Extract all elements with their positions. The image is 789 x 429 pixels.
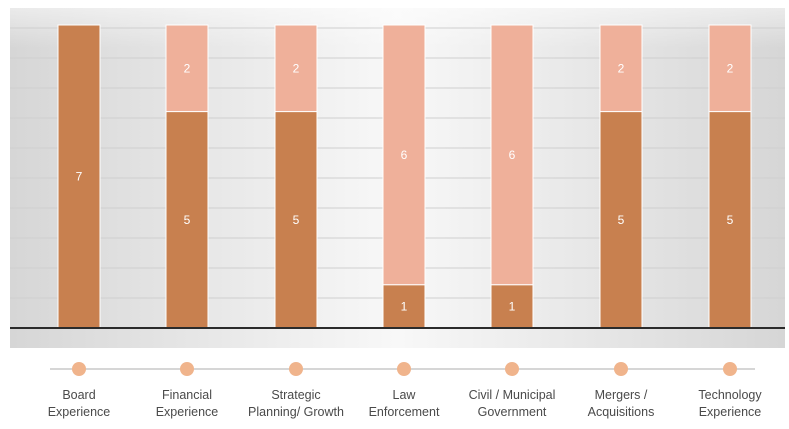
data-label: 5 [618,213,625,227]
x-tick-label: Financial [162,388,212,402]
x-tick-label: Technology [698,388,762,402]
bar-segment [274,111,318,329]
category-marker [723,362,737,376]
x-tick-label: Experience [156,405,219,419]
data-label: 6 [401,148,408,162]
data-label: 2 [293,61,300,75]
bar-segment [382,284,426,329]
x-tick-label: Experience [48,405,111,419]
bar-segment [599,24,643,113]
bar-segment [490,284,534,329]
data-label: 7 [76,170,83,184]
category-marker [72,362,86,376]
data-label: 2 [184,61,191,75]
x-tick-label: Planning/ Growth [248,405,344,419]
data-label: 2 [618,61,625,75]
data-label: 5 [184,213,191,227]
bar-segment [165,24,209,113]
bar-segment [274,24,318,113]
category-marker [180,362,194,376]
data-label: 1 [509,299,516,313]
category-marker [505,362,519,376]
x-tick-label: Enforcement [369,405,440,419]
x-tick-label: Acquisitions [588,405,655,419]
category-marker [289,362,303,376]
category-marker [614,362,628,376]
bars: 7 5 2 5 2 1 6 1 6 5 2 5 2 [57,24,752,329]
x-tick-label: Law [393,388,417,402]
x-tick-label: Government [478,405,547,419]
bar-segment [599,111,643,329]
data-label: 5 [727,213,734,227]
bar-segment [490,24,534,286]
category-labels: Board Experience Financial Experience Strate… [48,362,762,419]
data-label: 2 [727,61,734,75]
data-label: 6 [509,148,516,162]
x-tick-label: Civil / Municipal [469,388,556,402]
category-marker [397,362,411,376]
bar-segment [708,24,752,113]
data-label: 1 [401,299,408,313]
bar-segment [382,24,426,286]
x-tick-label: Mergers / [595,388,648,402]
x-tick-label: Experience [699,405,762,419]
x-tick-label: Board [62,388,95,402]
x-tick-label: Strategic [271,388,320,402]
data-label: 5 [293,213,300,227]
